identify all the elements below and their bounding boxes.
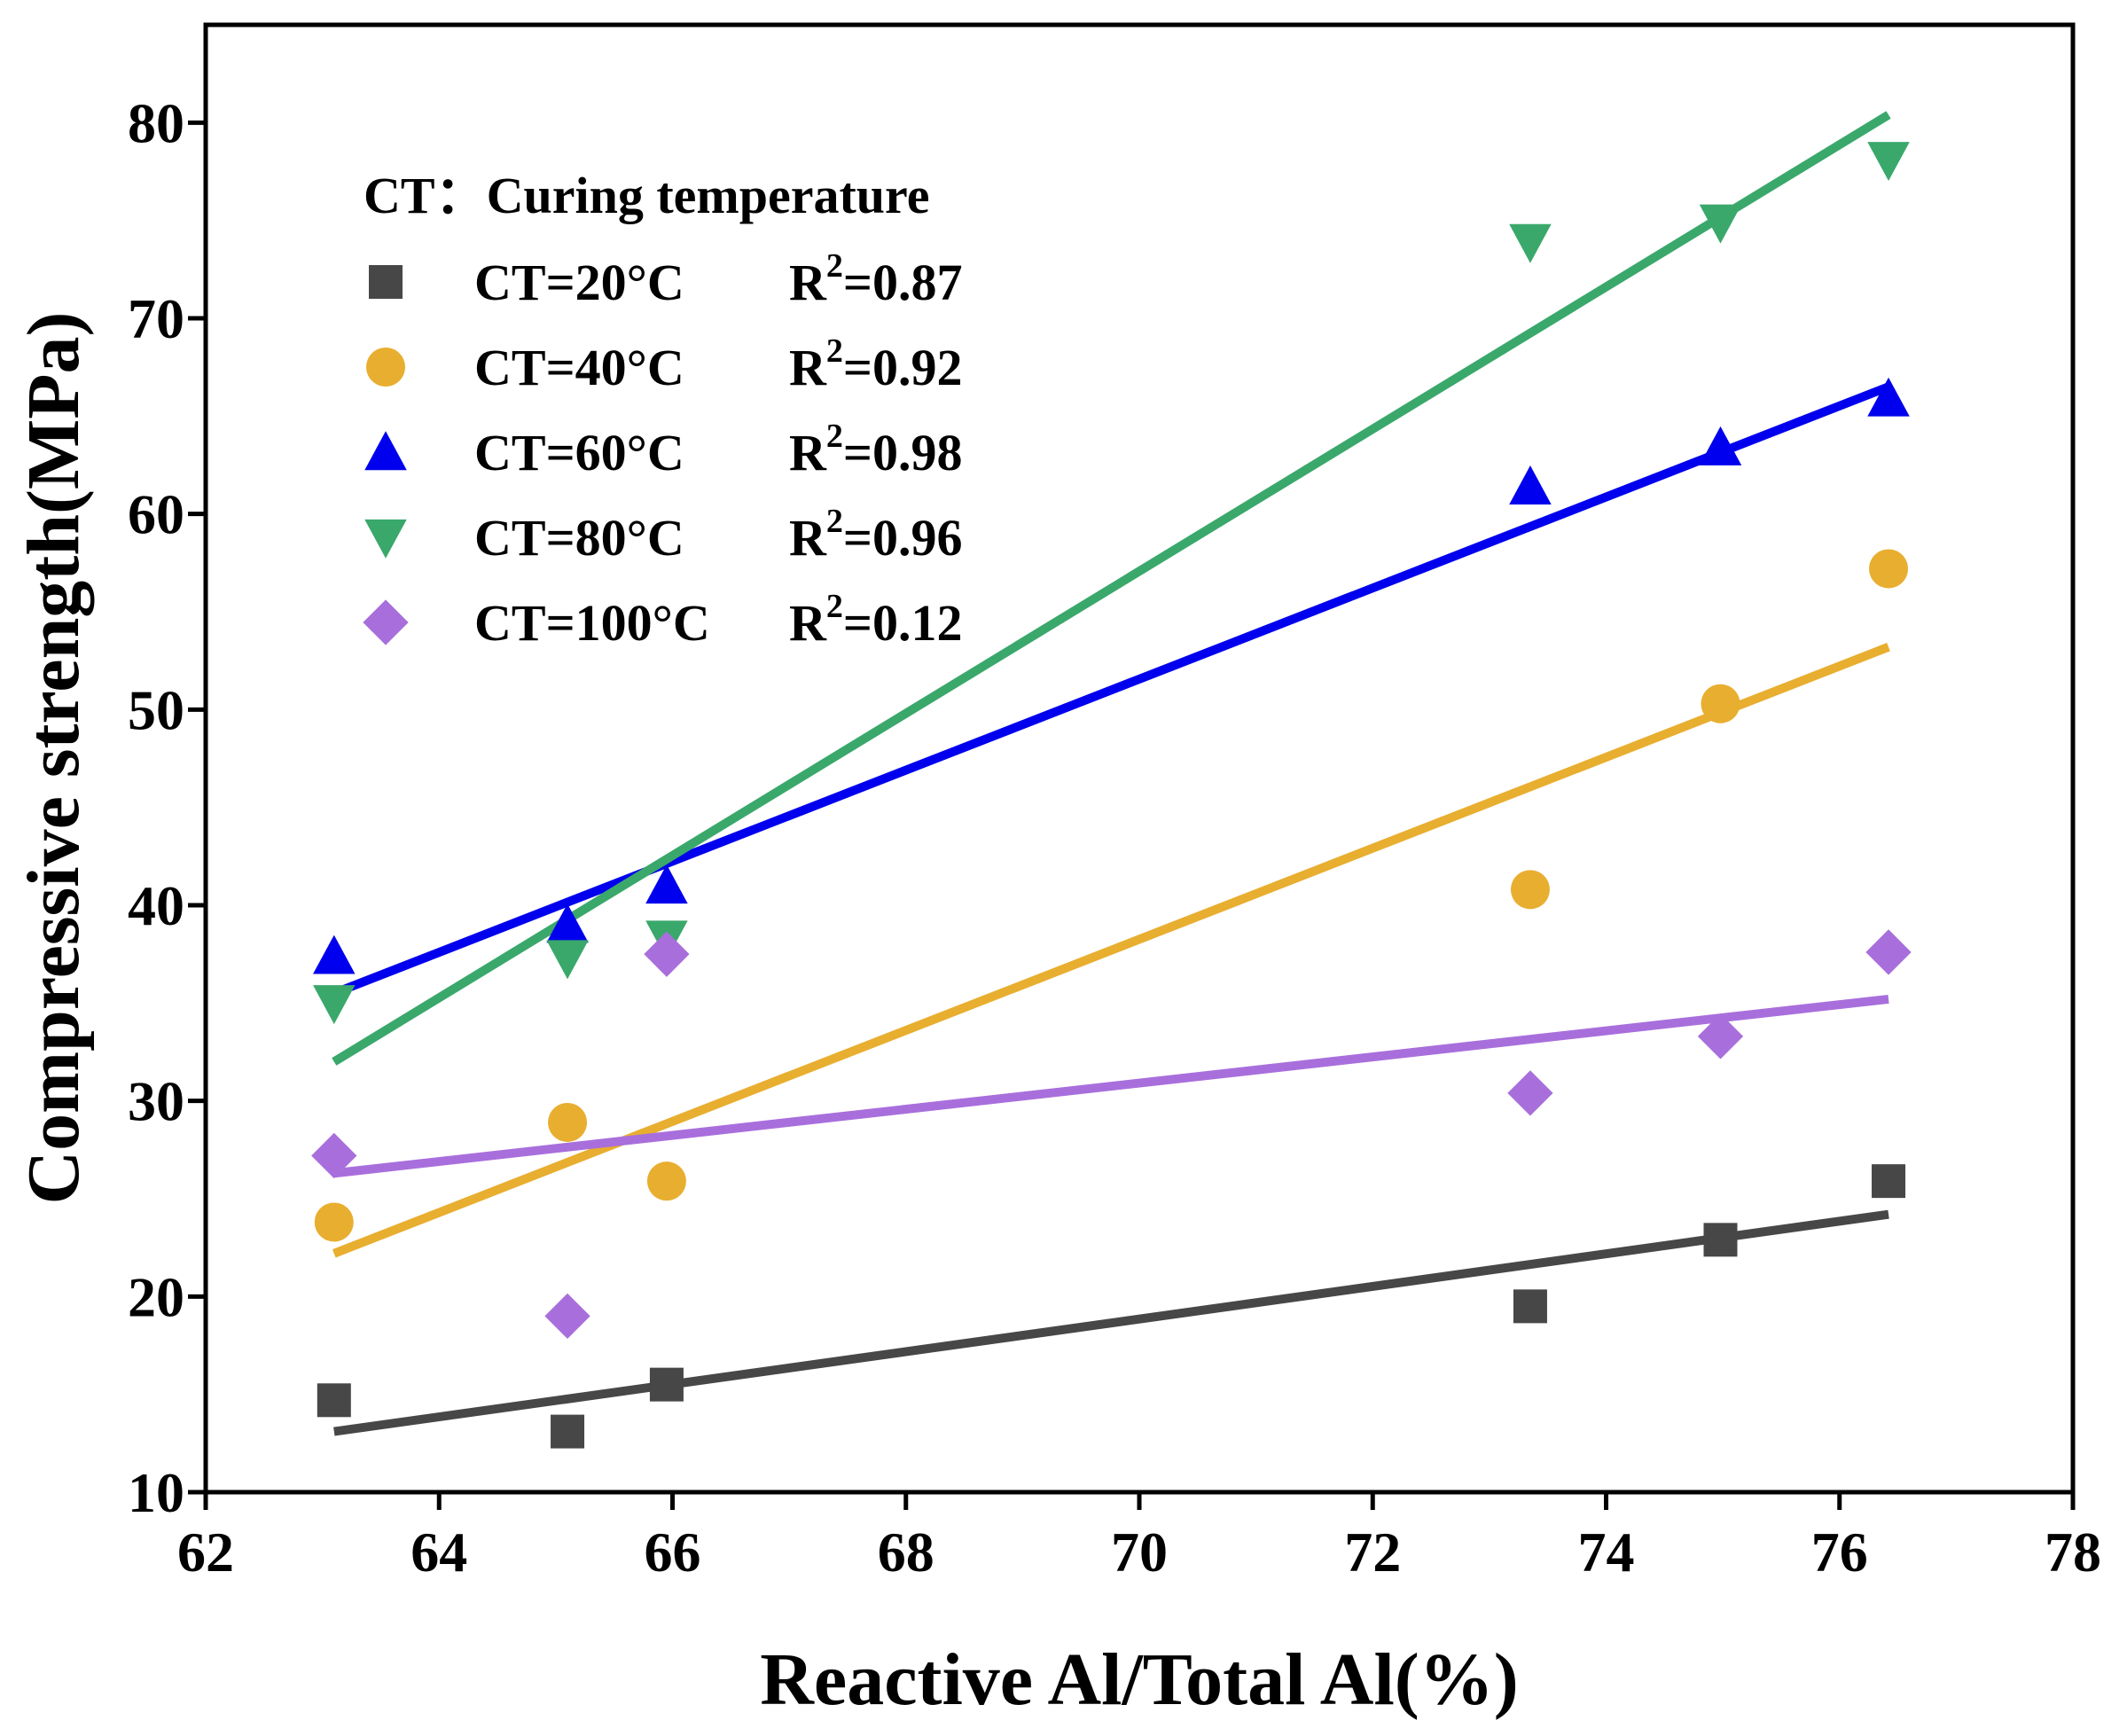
x-tick-label: 78 xyxy=(2045,1521,2101,1584)
data-point xyxy=(1869,549,1909,589)
legend-label: CT=20°C xyxy=(474,254,684,311)
legend-label: CT=60°C xyxy=(474,424,684,481)
x-axis: 62 64 66 68 70 72 74 76 78 xyxy=(177,1492,2101,1584)
legend-r2: R2=0.87 xyxy=(789,247,962,311)
data-point xyxy=(1509,223,1552,263)
y-tick-label: 30 xyxy=(128,1070,184,1133)
y-tick-label: 70 xyxy=(128,287,184,350)
fit-lines xyxy=(332,111,1891,1436)
y-tick-label: 60 xyxy=(128,483,184,546)
legend-r2: R2=0.12 xyxy=(789,588,962,652)
legend-marker xyxy=(369,265,403,299)
y-axis-title: Compressive strength(MPa) xyxy=(12,311,95,1204)
legend-marker xyxy=(366,348,405,387)
legend-r2: R2=0.96 xyxy=(789,503,962,567)
data-point xyxy=(544,1293,590,1340)
legend-r2: R2=0.98 xyxy=(789,418,962,481)
data-point xyxy=(645,864,688,904)
data-point xyxy=(1513,1289,1547,1324)
legend-title: CT：Curing temperature xyxy=(364,167,929,224)
legend-marker xyxy=(363,599,409,645)
data-point xyxy=(1865,929,1912,975)
x-tick-label: 64 xyxy=(411,1521,467,1584)
data-point xyxy=(313,934,356,974)
x-tick-label: 62 xyxy=(177,1521,234,1584)
data-point xyxy=(551,1414,585,1449)
x-tick-label: 76 xyxy=(1811,1521,1868,1584)
fit-line xyxy=(333,994,1889,1178)
data-point xyxy=(1699,426,1742,465)
legend-label: CT=100°C xyxy=(474,594,710,652)
legend-label: CT=80°C xyxy=(474,509,684,567)
legend-label: CT=40°C xyxy=(474,339,684,396)
fit-line xyxy=(333,1209,1889,1436)
x-tick-label: 70 xyxy=(1111,1521,1168,1584)
y-tick-label: 80 xyxy=(128,91,184,154)
data-point xyxy=(1507,1070,1553,1116)
data-point xyxy=(649,1367,684,1402)
data-point xyxy=(1703,1223,1738,1257)
legend-marker xyxy=(364,519,407,559)
data-point xyxy=(1510,870,1550,910)
data-markers xyxy=(311,142,1912,1449)
y-tick-label: 40 xyxy=(128,874,184,937)
data-point xyxy=(317,1383,351,1418)
data-point xyxy=(1867,142,1910,182)
data-point xyxy=(546,940,589,980)
data-point xyxy=(646,1161,686,1201)
x-tick-label: 66 xyxy=(645,1521,701,1584)
data-point xyxy=(548,1102,588,1142)
data-point xyxy=(1699,204,1742,244)
y-axis: 10 20 30 40 50 60 70 80 xyxy=(128,91,206,1524)
legend-marker xyxy=(364,431,407,471)
data-point xyxy=(1867,377,1910,417)
y-tick-label: 50 xyxy=(128,678,184,741)
x-tick-label: 72 xyxy=(1344,1521,1401,1584)
data-point xyxy=(311,1132,357,1179)
y-tick-label: 10 xyxy=(128,1461,184,1524)
fit-line xyxy=(332,643,1890,1258)
x-tick-label: 68 xyxy=(878,1521,934,1584)
y-tick-label: 20 xyxy=(128,1265,184,1328)
data-point xyxy=(1697,1013,1744,1060)
data-point xyxy=(546,903,589,943)
x-tick-label: 74 xyxy=(1578,1521,1635,1584)
data-point xyxy=(1701,684,1740,723)
fit-line xyxy=(332,111,1891,1066)
legend: CT：Curing temperature CT=20°C R2=0.87 CT=4… xyxy=(363,167,962,652)
data-point xyxy=(314,1202,354,1242)
fit-line xyxy=(332,382,1890,997)
data-point xyxy=(1872,1164,1906,1199)
data-point xyxy=(644,931,690,977)
data-point xyxy=(313,985,356,1025)
data-point xyxy=(1509,465,1552,504)
legend-r2: R2=0.92 xyxy=(789,332,962,396)
x-axis-title: Reactive Al/Total Al(%) xyxy=(760,1638,1518,1721)
